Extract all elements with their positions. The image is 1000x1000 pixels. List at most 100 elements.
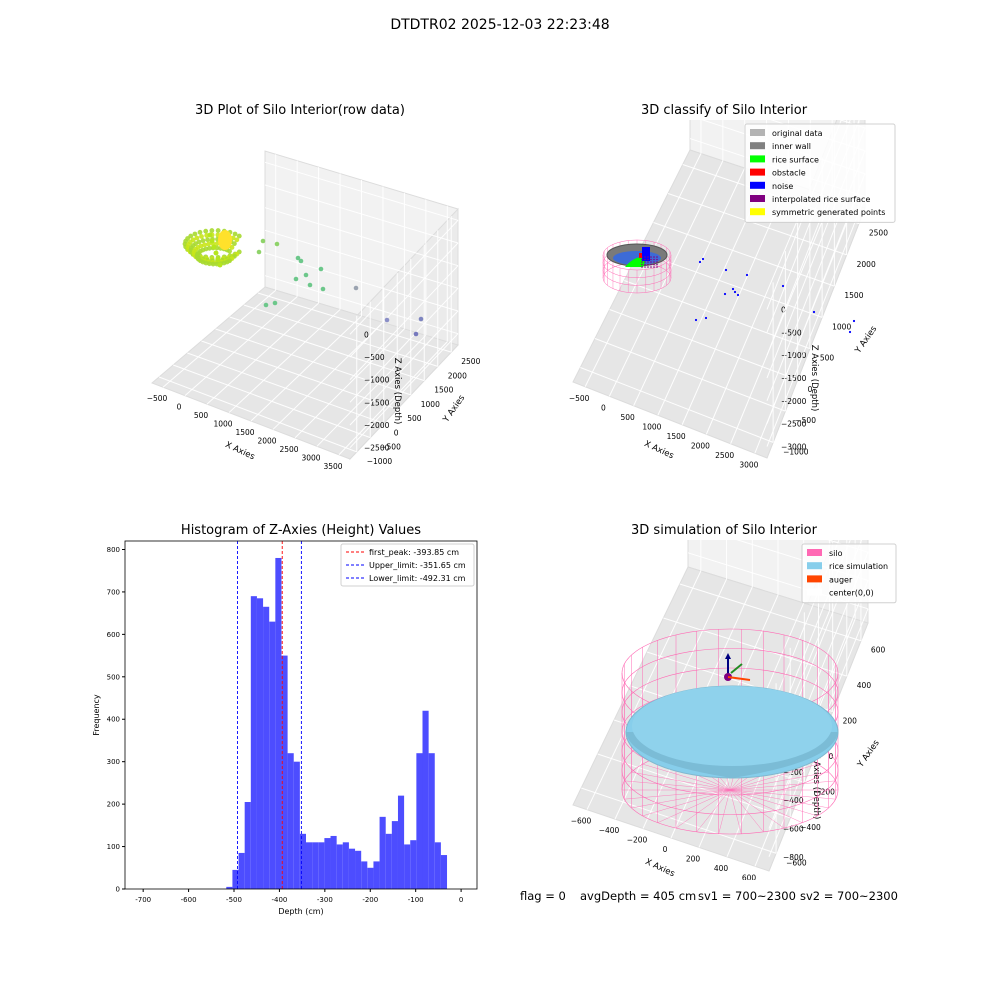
y-tick-label: 500 [407, 414, 422, 423]
grid-line [162, 289, 277, 388]
x-axis-label: X Axies [224, 440, 257, 463]
legend-box [801, 543, 897, 604]
interpolated-point [644, 258, 646, 261]
z-axis-label: Z Axies (Depth) [392, 358, 402, 425]
interpolated-point [653, 256, 655, 258]
data-point [353, 285, 359, 291]
interpolated-point [653, 263, 655, 266]
z-tick-label: −1000 [364, 376, 390, 385]
x-tick-label: -600 [181, 896, 197, 904]
y-tick-label: 500 [820, 354, 835, 363]
y-tick-label: 2000 [448, 371, 467, 380]
legend-label: interpolated rice surface [772, 195, 870, 204]
noise-point [704, 316, 708, 320]
data-point [413, 331, 419, 337]
grid-line [624, 280, 811, 350]
y-tick-label: −500 [380, 443, 401, 452]
interpolated-point [647, 256, 649, 258]
data-point [206, 241, 211, 247]
plot1-3d-scatter: −5000500100015002000250030003500−1000−50… [147, 150, 481, 470]
histogram-bar [385, 833, 392, 889]
noise-point [736, 293, 740, 297]
plot2-title: 3D classify of Silo Interior [640, 103, 808, 118]
legend-label: inner wall [772, 142, 811, 151]
z-tick-label: −2000 [364, 421, 390, 430]
histogram-bar [355, 850, 362, 889]
histogram-bar [410, 840, 417, 889]
plot4-title: 3D simulation of Silo Interior [631, 523, 817, 538]
grid-line [294, 328, 405, 439]
histogram-bar [305, 842, 313, 889]
histogram-bar [244, 802, 251, 889]
data-point [320, 286, 326, 292]
noise-point [701, 257, 705, 261]
figure-title: DTDTR02 2025-12-03 22:23:48 [390, 17, 610, 33]
data-point [232, 241, 237, 247]
data-point [205, 237, 210, 243]
z-tick-label: −3000 [781, 443, 807, 452]
y-tick-label: 0 [829, 752, 834, 761]
grid-line [633, 167, 746, 406]
grid-line [580, 367, 774, 443]
data-point [209, 228, 215, 233]
histogram-bar [312, 842, 319, 889]
interpolated-point [644, 256, 646, 258]
x-tick-label: -700 [135, 896, 151, 904]
z-tick-label: −600 [783, 825, 804, 834]
x-tick-label: 3500 [323, 462, 342, 470]
histogram-bar [318, 842, 325, 889]
grid-line [827, 540, 869, 553]
grid-line [679, 583, 862, 642]
x-tick-label: 2500 [715, 451, 734, 460]
grid-line [272, 322, 384, 430]
y-tick-label: 600 [871, 646, 886, 655]
x-axis-label: Depth (cm) [278, 907, 323, 916]
data-point [215, 256, 221, 262]
data-point [200, 238, 206, 244]
data-point [207, 232, 213, 238]
x-tick-label: −200 [627, 836, 648, 845]
sv2-text: sv2 = 700~2300 [800, 889, 898, 903]
grid-line [229, 316, 425, 382]
grid-line [187, 352, 384, 424]
x-tick-label: 2000 [691, 441, 710, 450]
grid-line [173, 364, 371, 439]
noise-point [698, 260, 702, 264]
y-tick-label: 2500 [869, 229, 888, 238]
silo-wire [631, 789, 731, 809]
y-tick-label: −1000 [367, 457, 393, 466]
grid-line [264, 207, 459, 267]
silo-wire [729, 789, 764, 832]
grid-line [264, 252, 459, 312]
data-point [232, 231, 238, 237]
y-tick-label: 0 [808, 385, 813, 394]
grid-line [228, 309, 341, 413]
histogram-bar [379, 816, 386, 889]
legend-swatch [750, 155, 765, 163]
histogram-bar [404, 844, 411, 889]
histogram-bar [348, 848, 356, 889]
data-point [272, 300, 278, 306]
data-point [229, 245, 235, 250]
y-tick-label: 400 [857, 681, 872, 690]
noise-point [694, 318, 698, 322]
auger-axis [730, 663, 743, 674]
histogram-title: Histogram of Z-Axies (Height) Values [180, 523, 422, 538]
grid-line [597, 753, 791, 819]
interpolated-point [650, 256, 652, 258]
legend-label: auger [829, 575, 853, 584]
histogram-bar [373, 861, 380, 889]
legend-swatch [750, 129, 765, 136]
interpolated-point [644, 263, 646, 266]
interpolated-point [647, 258, 649, 261]
plot2-3d-classify: −500 0 500 1000 1500 2000 2500 3000 −1000 −500 0 50… [569, 120, 896, 469]
grid-line [349, 265, 459, 381]
interpolated-point [647, 266, 649, 268]
y-tick-label: 100 [107, 843, 120, 851]
x-tick-label: 3000 [739, 460, 758, 469]
grid-line [264, 184, 459, 244]
y-axis-label: Y Axies [853, 324, 880, 356]
legend-label: obstacle [772, 169, 806, 178]
x-tick-label: 1500 [235, 428, 254, 437]
data-point [303, 272, 309, 278]
